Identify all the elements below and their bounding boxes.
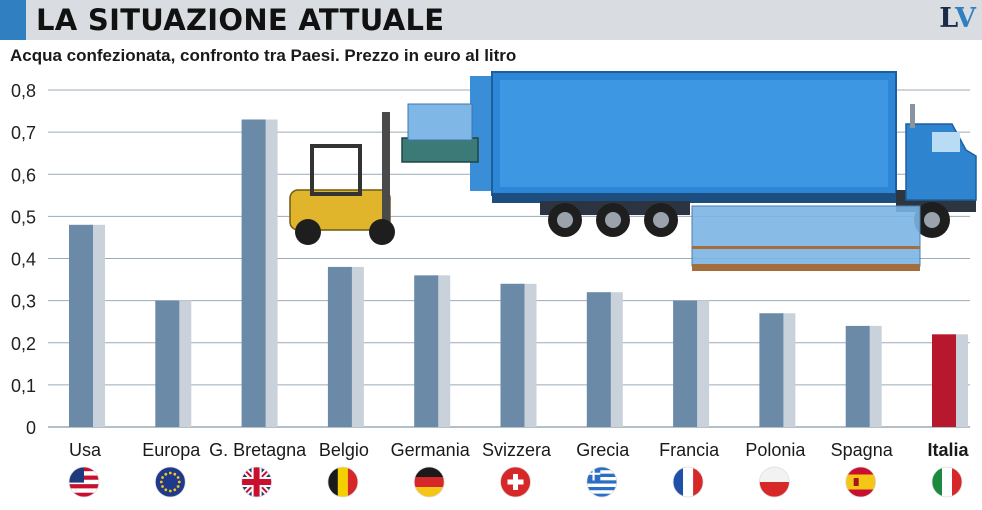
bar (932, 334, 956, 427)
bar (673, 300, 698, 427)
brand-logo: LV (939, 3, 976, 34)
y-tick-label: 0 (26, 418, 36, 438)
x-tick-label: Italia (927, 440, 969, 460)
x-tick-label: Belgio (319, 440, 369, 460)
uk-flag-icon (241, 466, 273, 498)
bar (241, 119, 266, 428)
bar (586, 292, 611, 427)
header-bar: LA SITUAZIONE ATTUALE LV (0, 0, 982, 40)
x-tick-label: G. Bretagna (209, 440, 307, 460)
y-tick-labels: 0 0,1 0,2 0,3 0,4 0,5 0,6 0,7 0,8 (11, 81, 36, 438)
truck-illustration (289, 71, 977, 271)
page-title: LA SITUAZIONE ATTUALE (36, 3, 445, 37)
x-tick-label: Germania (391, 440, 471, 460)
greece-flag-icon (586, 466, 618, 498)
usa-flag-icon (68, 466, 100, 498)
y-tick-label: 0,4 (11, 250, 36, 270)
bar (500, 283, 525, 427)
france-flag-icon (672, 466, 704, 498)
y-tick-label: 0,5 (11, 207, 36, 227)
bar (414, 275, 439, 427)
bar (69, 224, 93, 427)
spain-flag-icon (845, 466, 877, 498)
bars (69, 119, 968, 428)
x-tick-label: Spagna (831, 440, 894, 460)
y-tick-label: 0,7 (11, 123, 36, 143)
x-tick-label: Polonia (745, 440, 806, 460)
belgium-flag-icon (327, 466, 359, 498)
flags (68, 466, 963, 498)
x-tick-label: Grecia (576, 440, 630, 460)
poland-flag-icon (759, 466, 790, 498)
x-tick-label: Francia (659, 440, 720, 460)
y-tick-label: 0,1 (11, 376, 36, 396)
x-tick-labels: Usa Europa G. Bretagna Belgio Germania Svizze… (69, 440, 970, 460)
y-tick-label: 0,3 (11, 292, 36, 312)
switzerland-flag-icon (500, 466, 531, 498)
germany-flag-icon (413, 466, 445, 498)
x-tick-label: Usa (69, 440, 102, 460)
bar (759, 313, 784, 427)
chart-title: Acqua confezionata, confronto tra Paesi.… (10, 46, 517, 65)
eu-flag-icon (154, 466, 186, 498)
bar (327, 266, 352, 427)
x-tick-label: Europa (142, 440, 201, 460)
italy-flag-icon (931, 466, 963, 498)
y-tick-label: 0,2 (11, 334, 36, 354)
bar (155, 300, 180, 427)
bar (845, 325, 870, 427)
x-tick-label: Svizzera (482, 440, 552, 460)
y-tick-label: 0,6 (11, 165, 36, 185)
header-accent (0, 0, 26, 40)
y-tick-label: 0,8 (11, 81, 36, 101)
